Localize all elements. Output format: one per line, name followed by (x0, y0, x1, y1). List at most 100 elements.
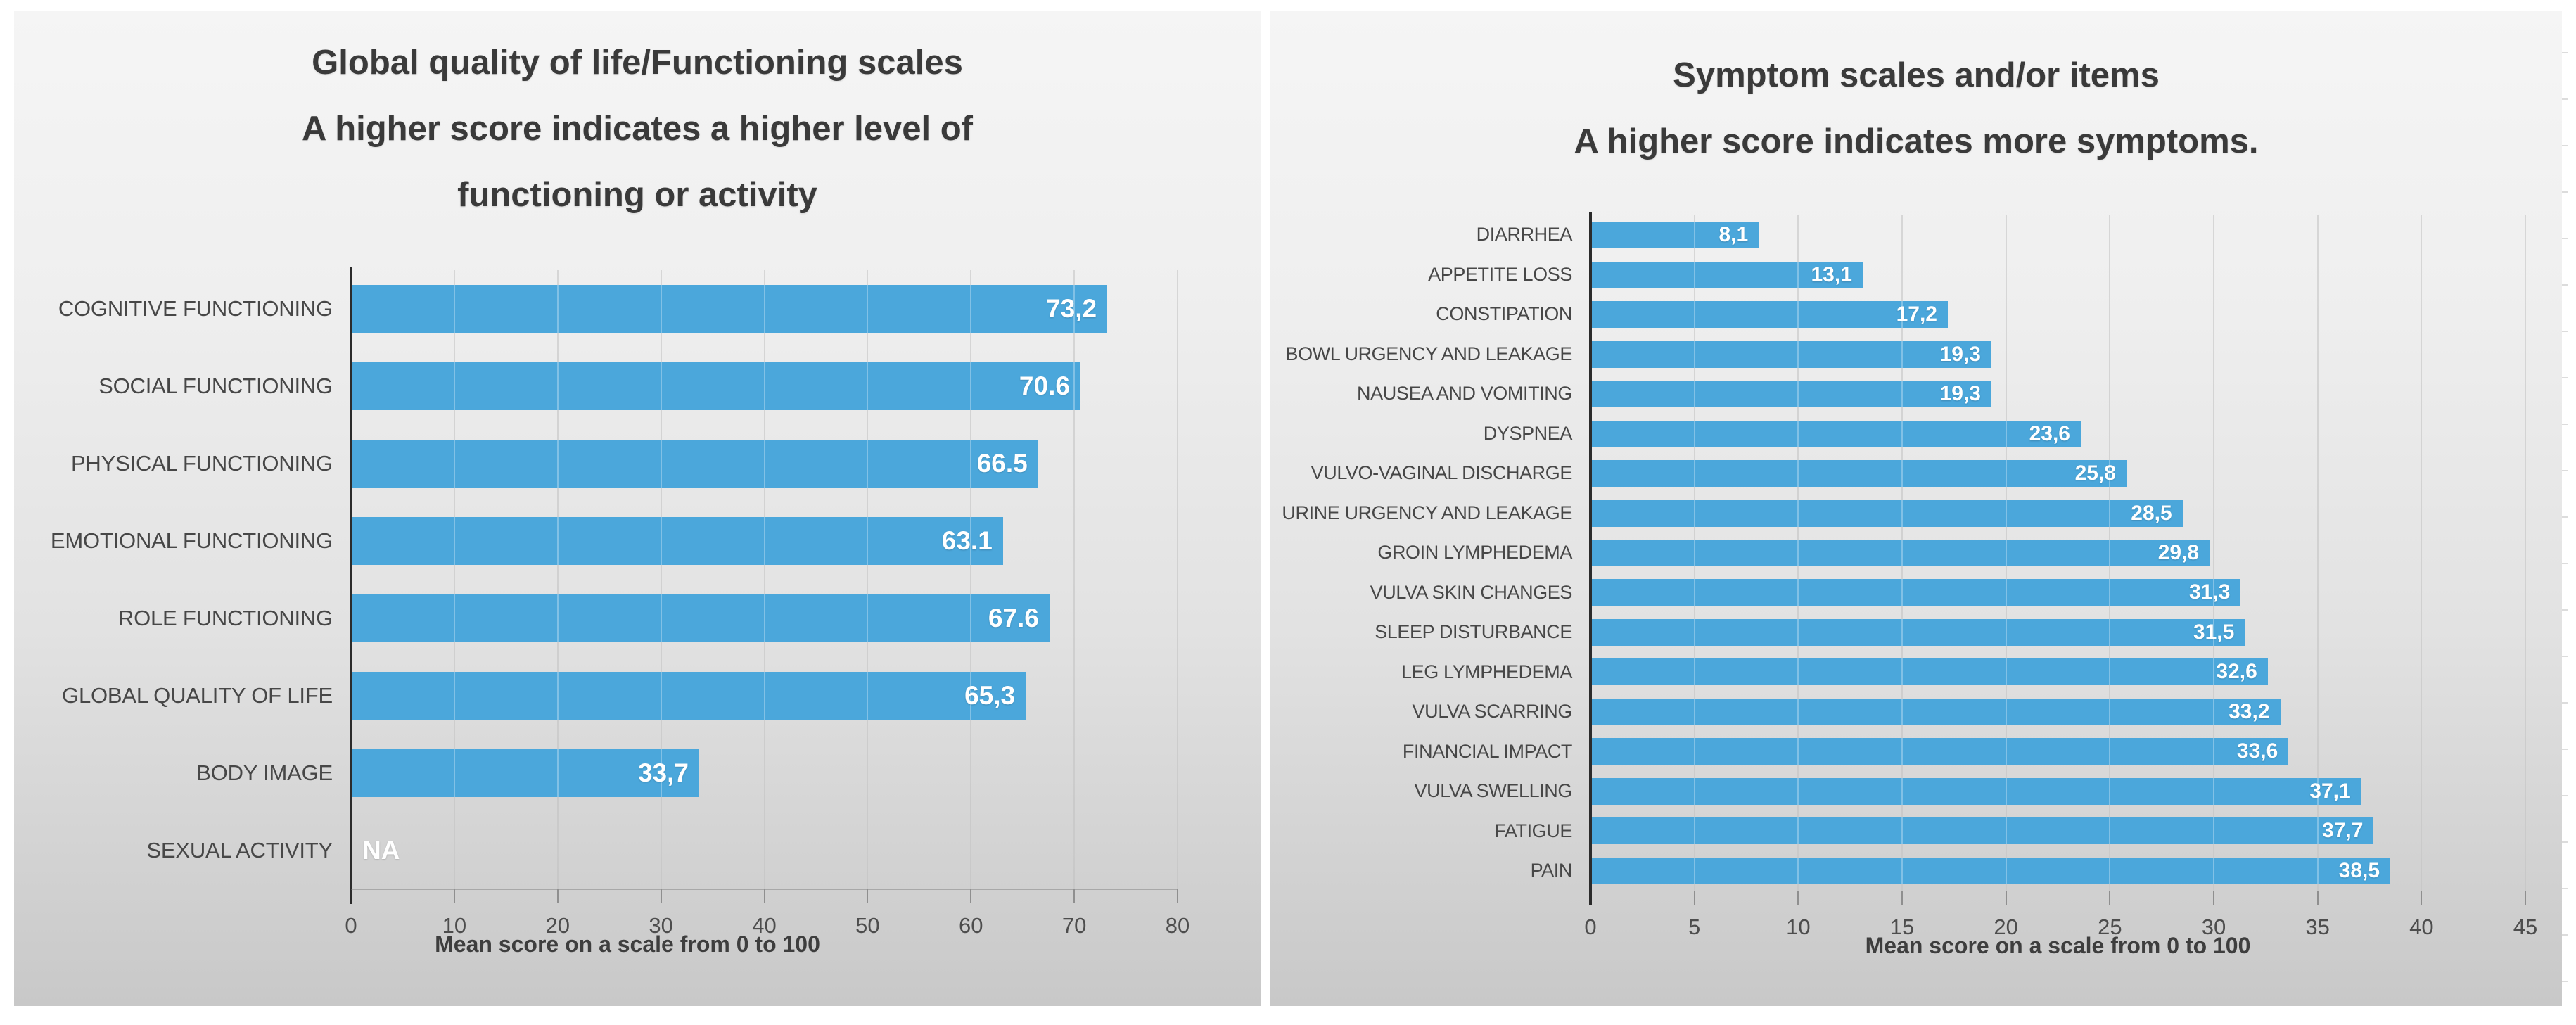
value-label: 17,2 (1896, 303, 1937, 326)
bar[interactable]: 28,5 (1590, 499, 2183, 527)
bar-track: 25,8 (1590, 454, 2525, 493)
value-label: 13,1 (1811, 262, 1852, 286)
value-label: 65,3 (964, 681, 1016, 710)
bar-track: 19,3 (1590, 334, 2525, 374)
tick-mark (1693, 891, 1695, 905)
bar-row: URINE URGENCY AND LEAKAGE 28,5 (1270, 493, 2525, 533)
category-label: VULVA SKIN CHANGES (1370, 581, 1573, 603)
bar-row: APPETITE LOSS 13,1 (1270, 255, 2525, 294)
bar-track: 37,1 (1590, 772, 2525, 811)
gridline (2213, 215, 2214, 891)
value-label: NA (362, 836, 400, 865)
bar[interactable]: 17,2 (1590, 301, 1948, 329)
value-label: 25,8 (2074, 461, 2116, 485)
right-edge-tick-mark (2562, 795, 2568, 796)
bar-track: 32,6 (1590, 652, 2525, 692)
x-axis-tick-labels: 0 5 10 15 20 25 30 35 40 45 (1584, 915, 2537, 941)
bar-track: 13,1 (1590, 255, 2525, 294)
right-edge-tick-mark (2562, 702, 2568, 704)
bar-row: SLEEP DISTURBANCE 31,5 (1270, 613, 2525, 652)
bar-track: 70.6 (351, 348, 1178, 425)
category-label: PHYSICAL FUNCTIONING (70, 451, 333, 476)
bar[interactable]: 33,7 (351, 749, 699, 797)
value-label: 33,6 (2236, 739, 2278, 763)
bar[interactable]: 33,6 (1590, 738, 2289, 765)
bar[interactable]: 33,2 (1590, 698, 2281, 725)
tick-mark (2316, 891, 2319, 905)
bar[interactable]: 37,7 (1590, 817, 2374, 845)
x-axis-tick-label: 45 (2513, 915, 2538, 939)
x-axis-title: Mean score on a scale from 0 to 100 (435, 931, 820, 957)
category-axis-line (1589, 212, 1592, 905)
bar[interactable]: 66.5 (351, 440, 1038, 488)
value-label: 19,3 (1939, 382, 1981, 406)
bar-track: 63.1 (351, 502, 1178, 580)
gridline (660, 270, 662, 889)
bar-row: DYSPNEA 23,6 (1270, 414, 2525, 453)
x-axis-tick-label: 30 (649, 913, 673, 938)
tick-mark (2525, 891, 2526, 905)
gridline (1073, 270, 1076, 889)
bar-row: FINANCIAL IMPACT 33,6 (1270, 732, 2525, 771)
x-axis-tick-label: 10 (1786, 915, 1811, 939)
gridline (556, 270, 559, 889)
bar[interactable]: 8,1 (1590, 222, 1759, 249)
bar[interactable]: 13,1 (1590, 261, 1863, 288)
bar-track: 29,8 (1590, 533, 2525, 573)
chart-title: Global quality of life/Functioning scale… (14, 30, 1261, 228)
value-label: 70.6 (1019, 371, 1070, 400)
value-label: 67.6 (988, 604, 1039, 632)
category-label: COGNITIVE FUNCTIONING (58, 296, 333, 321)
bar[interactable]: 31,3 (1590, 579, 2241, 606)
bar-track: 31,3 (1590, 573, 2525, 612)
category-label: DYSPNEA (1483, 422, 1573, 444)
symptom-scales-chart: Symptom scales and/or items A higher scor… (1270, 11, 2568, 1006)
bar[interactable]: 25,8 (1590, 460, 2127, 488)
bar[interactable]: 67.6 (351, 594, 1050, 642)
bar[interactable]: 29,8 (1590, 539, 2210, 566)
value-label: 23,6 (2029, 421, 2070, 445)
x-axis-tick-label: 40 (752, 913, 777, 938)
value-label: 37,1 (2309, 779, 2351, 803)
bar[interactable]: 23,6 (1590, 420, 2081, 447)
tick-mark (660, 889, 662, 903)
bar[interactable]: 19,3 (1590, 381, 1991, 408)
chart-title-line: A higher score indicates a higher level … (302, 110, 973, 148)
right-edge-tick-mark (2562, 934, 2568, 936)
bar[interactable]: 31,5 (1590, 618, 2245, 646)
bar-row: FATIGUE 37,7 (1270, 811, 2525, 851)
x-axis-tick-label: 80 (1165, 913, 1190, 938)
bar[interactable]: 19,3 (1590, 340, 1991, 368)
bar[interactable]: 73,2 (351, 285, 1108, 333)
right-edge-tick-mark (2562, 609, 2568, 611)
value-label: 28,5 (2131, 501, 2172, 525)
x-axis-tick-label: 0 (1584, 915, 1597, 939)
bar[interactable]: 37,1 (1590, 777, 2361, 805)
gridline (453, 270, 455, 889)
bar[interactable]: 38,5 (1590, 857, 2391, 884)
value-label: 19,3 (1939, 342, 1981, 366)
bar[interactable]: 63.1 (351, 517, 1003, 565)
x-axis-tick-label: 10 (442, 913, 467, 938)
right-edge-tick-mark (2562, 841, 2568, 843)
category-label: FATIGUE (1494, 820, 1572, 841)
bar[interactable]: NA (351, 827, 435, 874)
value-label: 31,3 (2189, 580, 2231, 604)
bar[interactable]: 65,3 (351, 672, 1026, 720)
category-label: PAIN (1530, 859, 1573, 881)
gridline (2421, 215, 2423, 891)
tick-mark (556, 889, 559, 903)
value-label: 33,7 (637, 758, 689, 787)
right-edge-tick-mark (2562, 563, 2568, 564)
value-label: 32,6 (2216, 660, 2257, 684)
bar[interactable]: 70.6 (351, 362, 1080, 410)
bar-row: VULVA SKIN CHANGES 31,3 (1270, 573, 2525, 612)
bar[interactable]: 32,6 (1590, 658, 2268, 686)
bar-track: 19,3 (1590, 374, 2525, 414)
tick-mark (1177, 889, 1178, 903)
tick-mark (763, 889, 765, 903)
bar-track: 37,7 (1590, 811, 2525, 851)
x-axis-title: Mean score on a scale from 0 to 100 (1865, 933, 2251, 958)
value-label: 73,2 (1046, 294, 1097, 323)
category-axis-line (350, 267, 352, 904)
